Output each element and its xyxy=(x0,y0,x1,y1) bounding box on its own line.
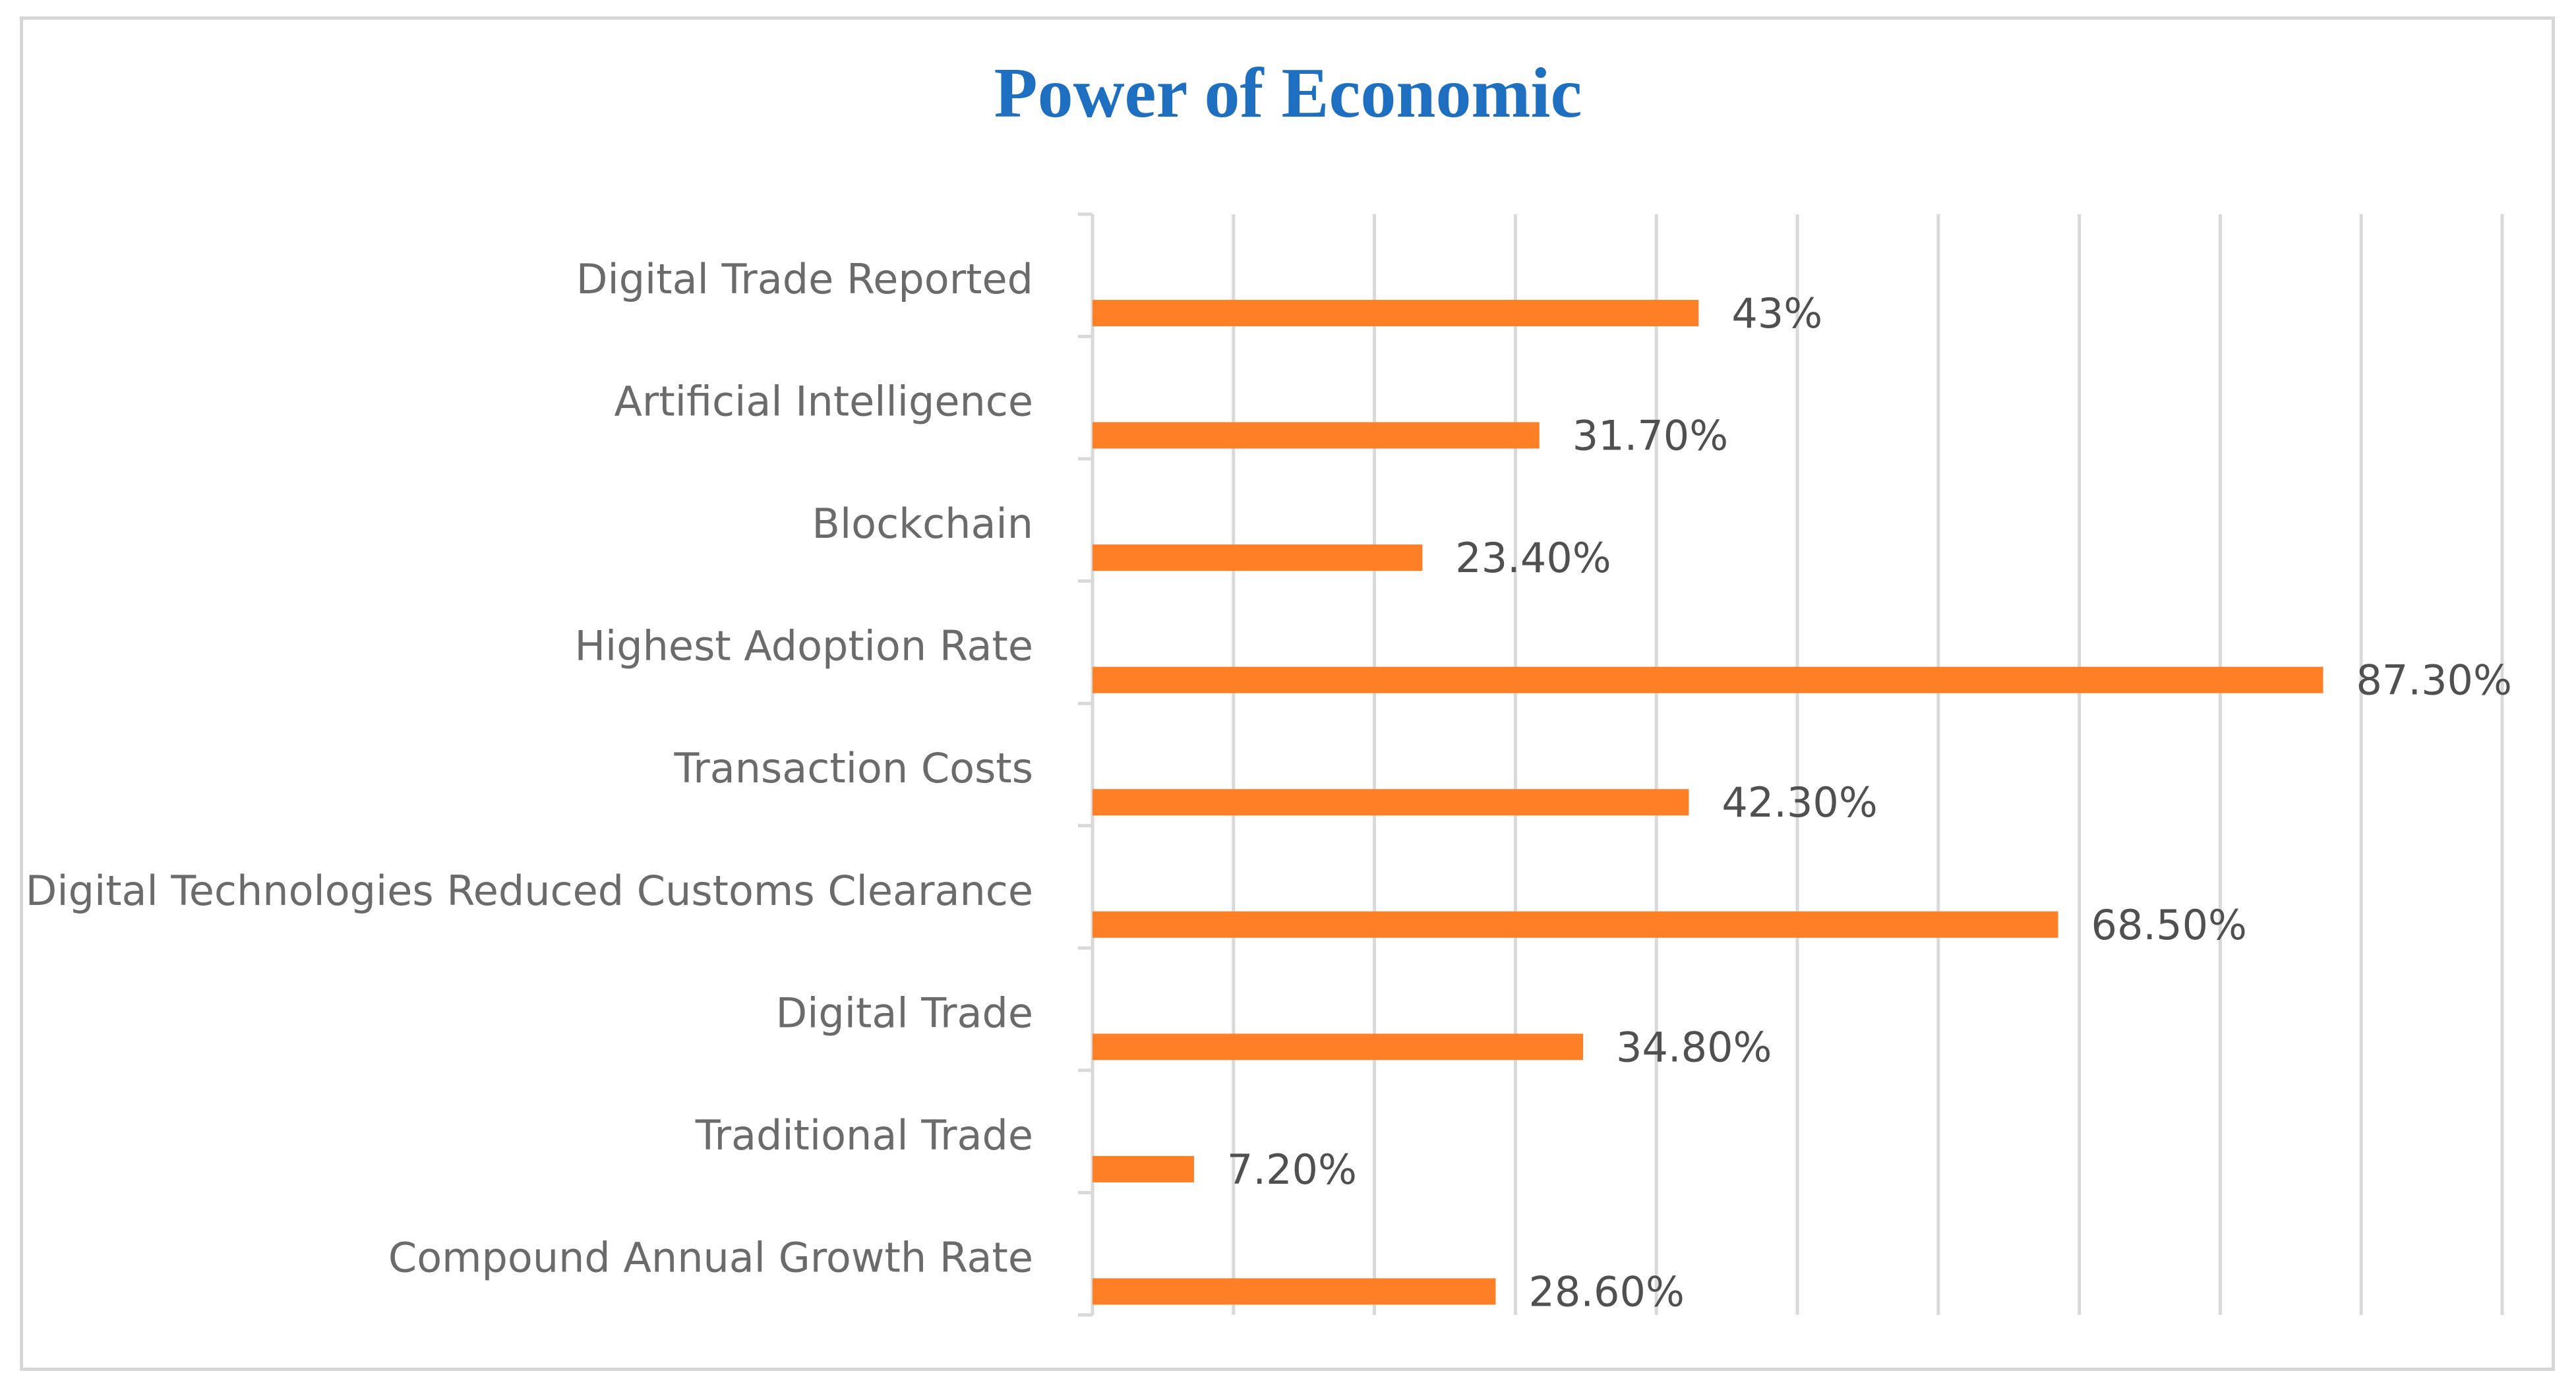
bar xyxy=(1093,300,1699,326)
category-label: Digital Trade xyxy=(775,989,1033,1037)
category-label: Artificial Intelligence xyxy=(614,378,1033,426)
data-label: 68.50% xyxy=(2091,901,2247,949)
category-label: Digital Technologies Reduced Customs Cle… xyxy=(26,867,1033,915)
data-label: 43% xyxy=(1731,289,1822,337)
y-axis xyxy=(1078,212,1094,1317)
category-label: Traditional Trade xyxy=(695,1111,1033,1159)
chart-frame xyxy=(20,16,2555,1371)
bars xyxy=(1093,300,2323,1305)
data-label: 87.30% xyxy=(2356,656,2511,705)
category-label: Blockchain xyxy=(812,500,1033,548)
data-label: 31.70% xyxy=(1573,412,1728,460)
chart-title: Power of Economic xyxy=(994,54,1582,132)
bar xyxy=(1093,666,2323,693)
category-label: Transaction Costs xyxy=(673,744,1033,792)
labels: Digital Trade Reported 43% Artificial Inte… xyxy=(26,255,2512,1316)
bar xyxy=(1093,911,2058,938)
bar xyxy=(1093,1033,1584,1060)
bar xyxy=(1093,422,1540,449)
data-label: 42.30% xyxy=(1722,778,1877,827)
data-label: 28.60% xyxy=(1528,1267,1684,1316)
bar xyxy=(1093,1155,1194,1182)
category-label: Digital Trade Reported xyxy=(576,255,1033,303)
bar xyxy=(1093,1278,1496,1305)
category-label: Compound Annual Growth Rate xyxy=(388,1233,1033,1281)
data-label: 7.20% xyxy=(1227,1146,1357,1194)
category-label: Highest Adoption Rate xyxy=(574,622,1033,670)
gridlines xyxy=(1232,214,2504,1315)
bar xyxy=(1093,789,1689,816)
data-label: 34.80% xyxy=(1616,1023,1772,1071)
bar xyxy=(1093,544,1423,571)
data-label: 23.40% xyxy=(1455,534,1611,582)
